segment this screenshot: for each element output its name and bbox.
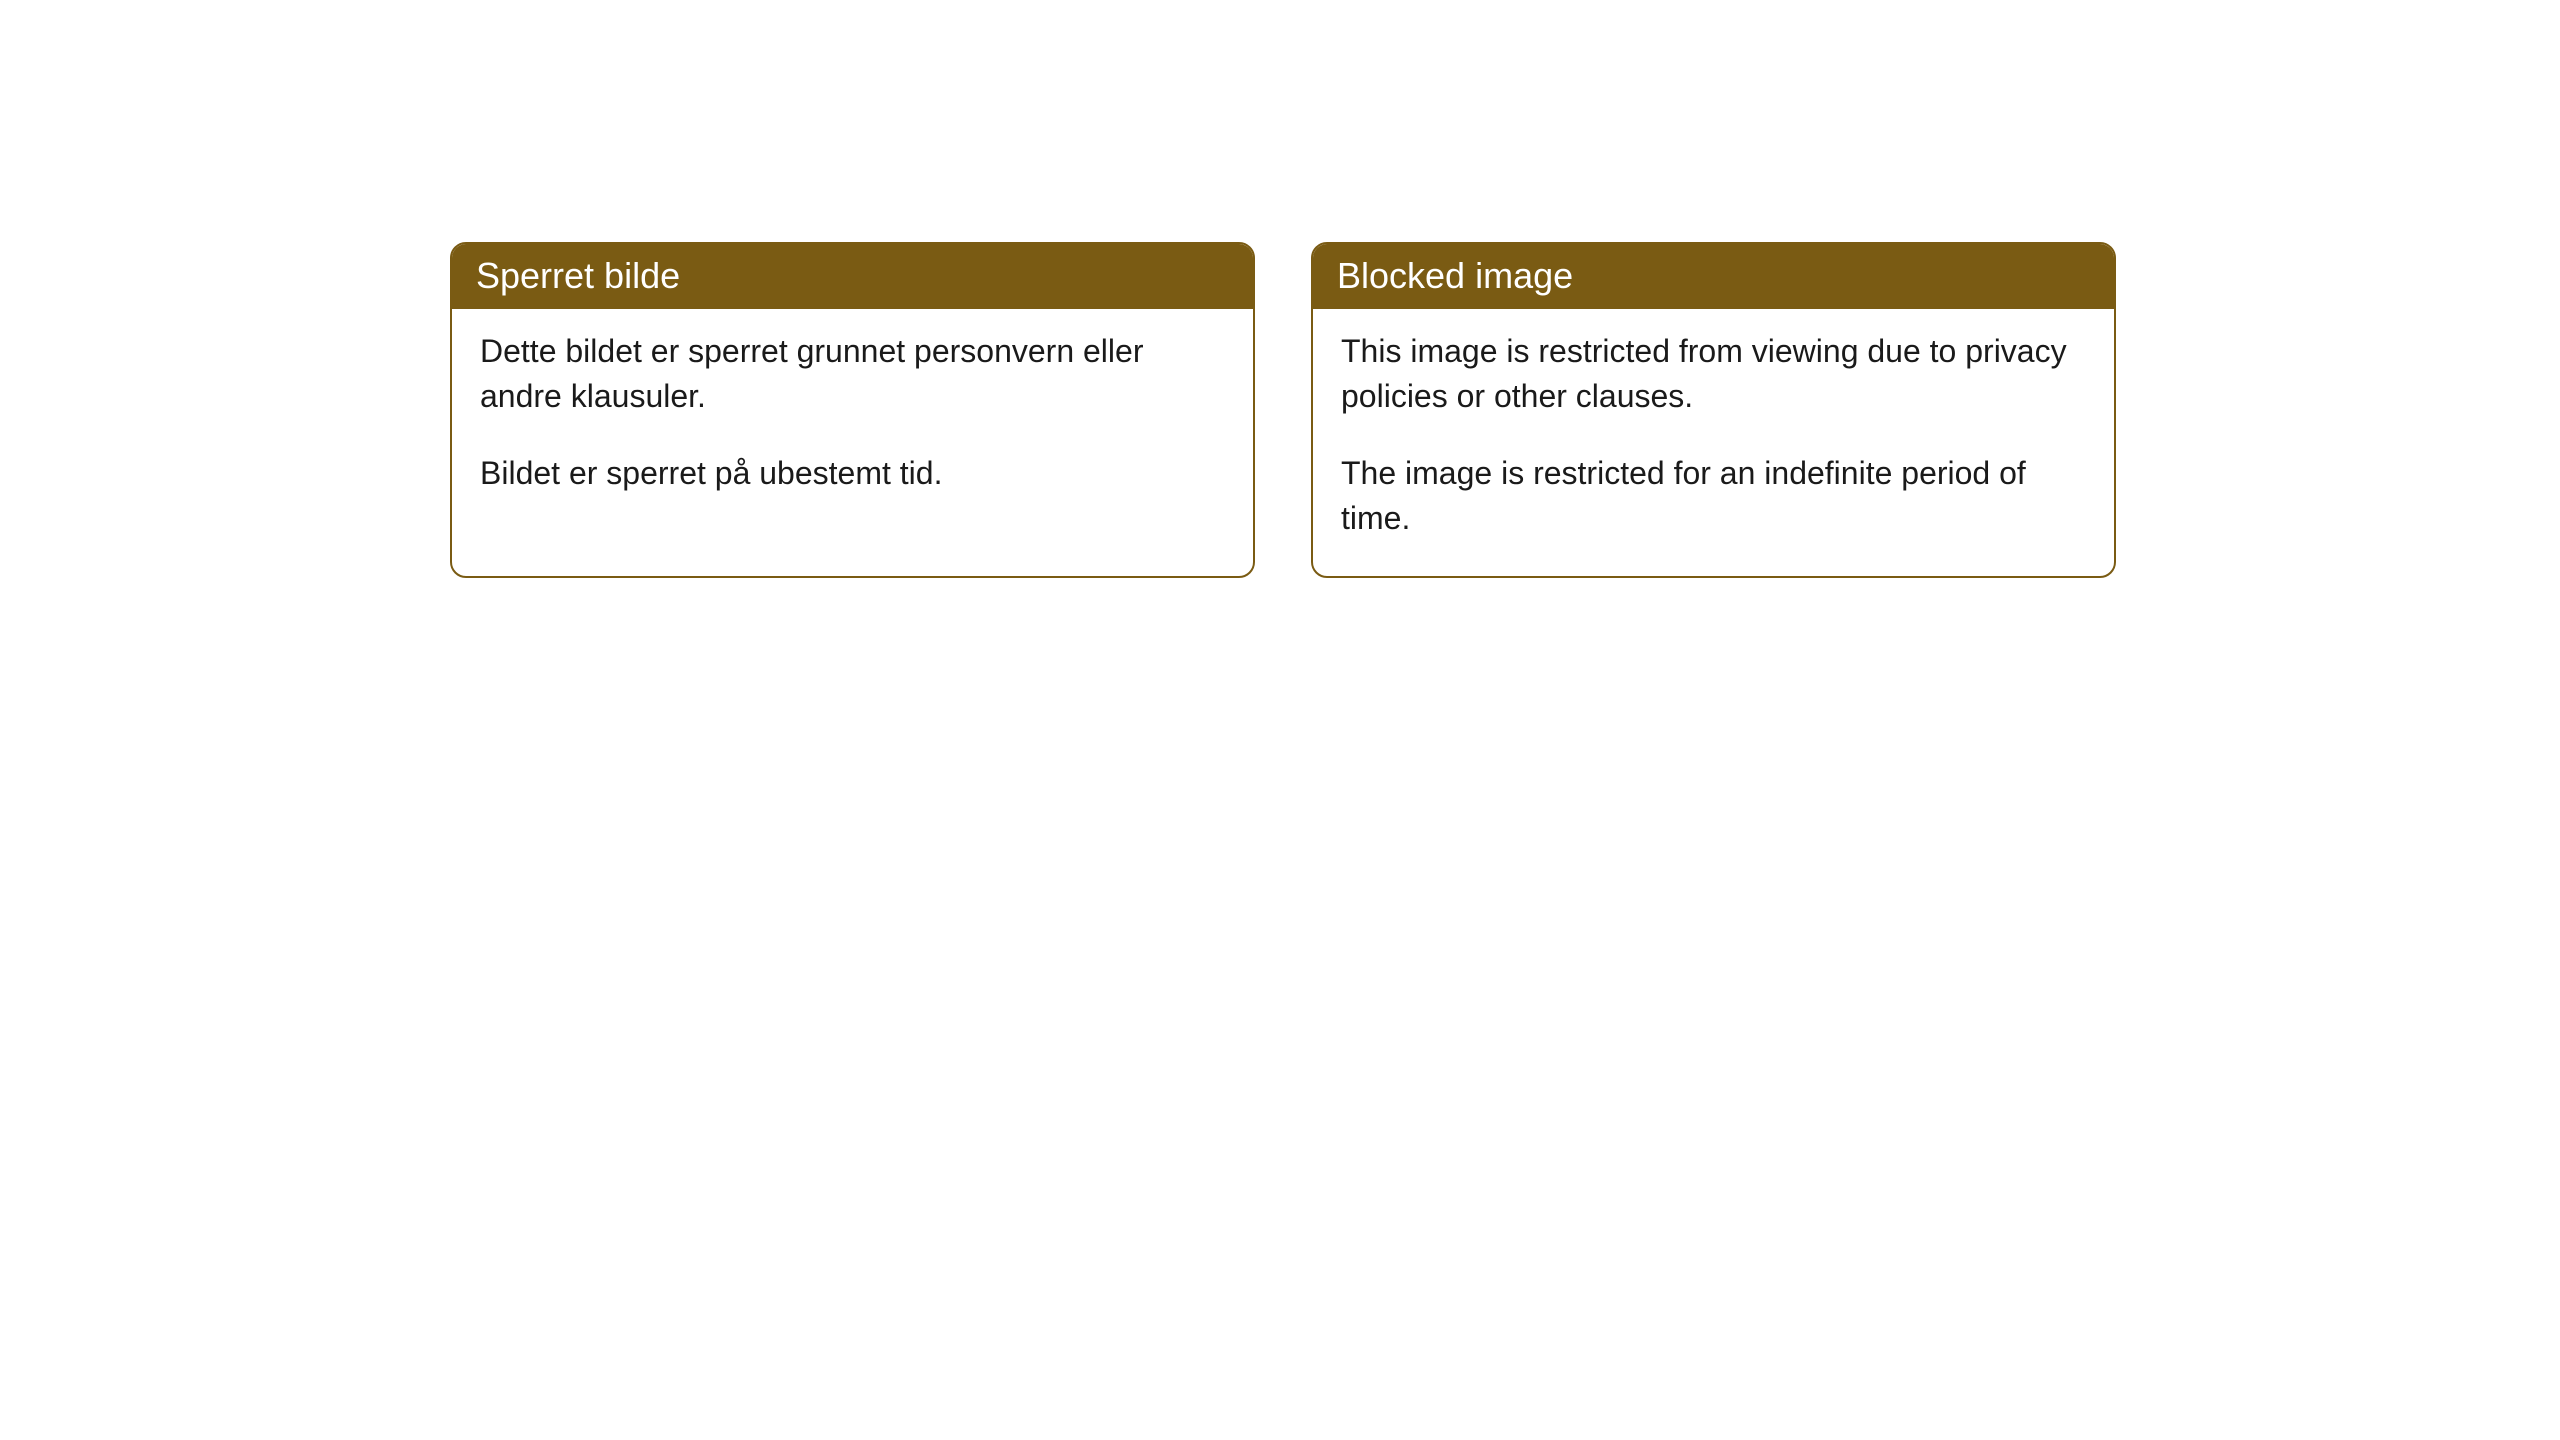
notice-card-english: Blocked image This image is restricted f… — [1311, 242, 2116, 578]
card-body-norwegian: Dette bildet er sperret grunnet personve… — [452, 309, 1253, 531]
card-body-english: This image is restricted from viewing du… — [1313, 309, 2114, 576]
card-paragraph: This image is restricted from viewing du… — [1341, 329, 2086, 419]
notice-cards-container: Sperret bilde Dette bildet er sperret gr… — [450, 242, 2116, 578]
card-title-english: Blocked image — [1313, 244, 2114, 309]
card-title-norwegian: Sperret bilde — [452, 244, 1253, 309]
card-paragraph: Dette bildet er sperret grunnet personve… — [480, 329, 1225, 419]
card-paragraph: Bildet er sperret på ubestemt tid. — [480, 451, 1225, 496]
card-paragraph: The image is restricted for an indefinit… — [1341, 451, 2086, 541]
notice-card-norwegian: Sperret bilde Dette bildet er sperret gr… — [450, 242, 1255, 578]
